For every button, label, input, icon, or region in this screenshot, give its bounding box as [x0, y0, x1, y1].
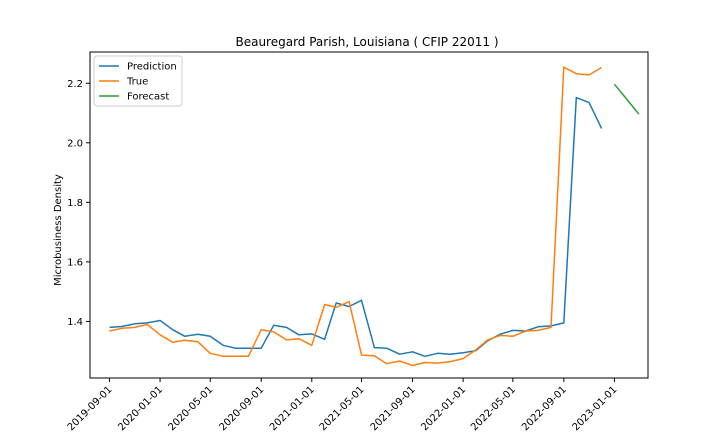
x-tick-label: 2019-09-01	[66, 384, 115, 432]
x-tick-label: 2020-09-01	[217, 384, 266, 432]
y-tick-label: 2.0	[67, 138, 83, 149]
legend-label-true: True	[126, 77, 148, 88]
x-tick-label: 2020-01-01	[116, 384, 165, 432]
series-layer	[109, 66, 640, 367]
legend-box	[93, 55, 183, 107]
x-tick-label: 2021-05-01	[318, 384, 367, 432]
x-tick-label: 2022-01-01	[419, 384, 468, 432]
x-tick-label: 2023-01-01	[571, 384, 620, 432]
y-tick-label: 1.8	[67, 198, 83, 209]
y-tick-label: 1.4	[67, 317, 83, 328]
series-line-true	[109, 66, 602, 367]
y-tick-label: 2.2	[67, 79, 83, 90]
x-tick-label: 2020-05-01	[166, 384, 215, 432]
x-tick-label: 2021-01-01	[268, 384, 317, 432]
y-tick-label: 1.6	[67, 257, 83, 268]
x-tick-label: 2022-05-01	[469, 384, 518, 432]
legend: Prediction True Forecast	[93, 55, 183, 107]
y-axis-label: Microbusiness Density	[53, 174, 64, 286]
plot-frame	[89, 51, 649, 379]
legend-label-prediction: Prediction	[127, 62, 177, 73]
x-tick-label: 2021-09-01	[369, 384, 418, 432]
chart-title: Beauregard Parish, Louisiana ( CFIP 2201…	[235, 35, 498, 49]
x-tick-label: 2022-09-01	[520, 384, 569, 432]
axis-layer: 2019-09-01 2020-01-01 2020-05-01 2020-09-01…	[66, 79, 620, 433]
series-line-prediction	[109, 96, 603, 358]
legend-label-forecast: Forecast	[127, 92, 169, 103]
series-line-forecast	[613, 83, 640, 115]
